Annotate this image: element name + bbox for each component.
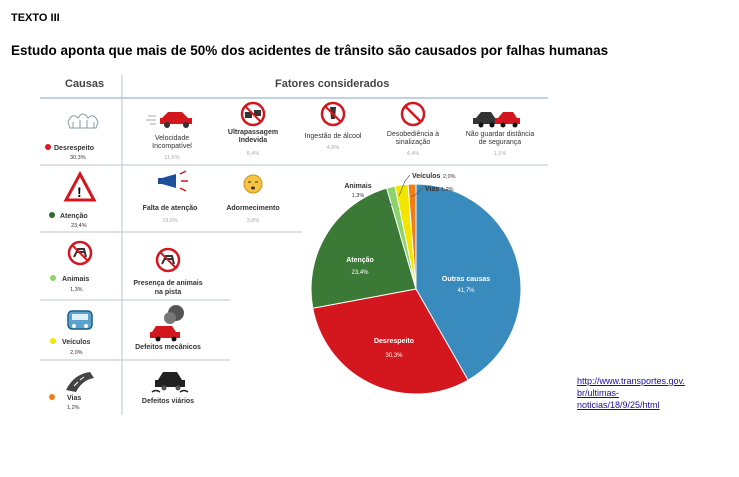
factor-pct: 19,6% [162,218,178,224]
factor-name: Defeitos mecânicos [135,344,201,351]
source-line[interactable]: http://www.transportes.gov. [577,376,685,386]
factor-pct: 8,4% [247,151,260,157]
cause-name: Vias [67,395,81,402]
factor-name: na pista [155,289,182,296]
pie-value-atencao: 23,4% [351,270,369,276]
factor-name: Presença de animais [133,280,202,287]
factor-name: Ultrapassagem [228,129,278,136]
no-overtaking-icon [240,101,266,127]
factor-name: Ingestão de álcool [305,133,362,140]
factor-defeitos-viarios: Defeitos viários [142,372,194,405]
pie-label-vias: Vias [425,186,439,193]
fatores-header: Fatores considerados [275,78,389,90]
pie-chart [310,183,522,395]
hands-icon [67,113,99,129]
factor-name: Não guardar distância [466,131,535,138]
road-icon [66,372,94,392]
factor-alcool: Ingestão de álcool 4,8% [305,101,362,151]
cause-animais: Animais 1,3% [50,240,93,293]
cause-vias: Vias 1,2% [49,372,94,411]
source-line[interactable]: br/ultimas- [577,388,620,398]
infographic: Causas Fatores considerados Desrespeito … [40,75,548,415]
factor-name: Desobediência à [387,131,439,138]
cause-name: Desrespeito [54,145,94,152]
warning-icon: ! [63,170,97,202]
animal-sign-icon [155,247,181,273]
source-line[interactable]: noticias/18/9/25/html [577,400,660,410]
pie-slice-vias [407,183,417,290]
factor-name: Defeitos viários [142,398,194,405]
pie-value-desrespeito: 30,3% [385,353,403,359]
cause-pct: 2,0% [70,350,83,356]
cause-pct: 30,3% [70,155,86,161]
factor-name: Adormecimento [226,205,279,212]
pie-value-animais: 1,3% [352,193,365,199]
pie-value-vias: 1,2% [441,187,454,193]
factor-velocidade: Velocidade Incompatível 11,6% [146,112,192,161]
pie-label-animais: Animais [344,183,371,190]
factor-name: Incompatível [152,143,192,150]
factor-distancia: Não guardar distância de segurança 1,1% [466,112,535,157]
factor-falta-atencao: Falta de atenção 19,6% [143,170,198,224]
factor-pct: 11,6% [164,155,179,161]
pie-slice-outras-causas [415,183,522,381]
factor-desobediencia: Desobediência à sinalização 4,4% [387,101,439,157]
prohibition-sign-icon [400,101,426,127]
factor-name: sinalização [396,139,431,146]
factor-name: Velocidade [155,135,189,142]
broken-car-icon [150,305,184,342]
cause-pct: 23,4% [71,223,87,229]
factor-name: Falta de atenção [143,205,198,212]
cause-desrespeito: Desrespeito 30,3% [45,113,99,161]
pie-label-veiculos: Veículos [412,173,441,180]
factor-name: de segurança [479,139,522,146]
factor-pct: 3,8% [247,218,260,224]
pie-slice-desrespeito [312,288,469,395]
factor-pct: 1,1% [494,151,507,157]
pie-label-atencao: Atenção [346,257,374,264]
cause-name: Animais [62,276,89,283]
svg-text:!: ! [77,184,82,200]
megaphone-icon [158,170,188,192]
skidding-car-icon [151,372,189,393]
factor-pct: 4,4% [407,151,420,157]
cause-veiculos: Veículos 2,0% [50,310,93,356]
factor-ultrapassagem: Ultrapassagem Indevida 8,4% [228,101,278,157]
no-alcohol-icon [320,101,346,127]
pie-labels: Outras causas 41,7% Desrespeito 30,3% At… [344,173,490,359]
factor-name: Indevida [239,137,268,144]
factor-adormecimento: Adormecimento 3,8% [226,174,280,224]
vehicle-icon [67,310,93,330]
cause-name: Atenção [60,213,88,220]
factor-presenca-animais: Presença de animais na pista [133,247,203,296]
causas-header: Causas [65,78,104,90]
pie-label-desrespeito: Desrespeito [374,338,414,345]
cause-pct: 1,2% [67,405,80,411]
headline: Estudo aponta que mais de 50% dos aciden… [11,43,609,58]
animal-sign-icon [67,240,93,266]
car-collision-icon [473,112,520,128]
speeding-car-icon [146,112,192,128]
pie-value-veiculos: 2,0% [443,174,456,180]
sleepy-face-icon [243,174,263,194]
source-link[interactable]: http://www.transportes.gov. br/ultimas- … [577,375,727,411]
pie-value-outras: 41,7% [457,288,475,294]
pie-label-outras: Outras causas [442,276,490,283]
cause-atencao: ! Atenção 23,4% [49,170,97,229]
pie-slice-aten-o [310,187,417,309]
cause-pct: 1,3% [70,287,83,293]
cause-name: Veículos [62,339,91,346]
factor-pct: 4,8% [327,145,340,151]
factor-defeitos-mecanicos: Defeitos mecânicos [135,305,201,351]
text-label: TEXTO III [11,12,60,24]
